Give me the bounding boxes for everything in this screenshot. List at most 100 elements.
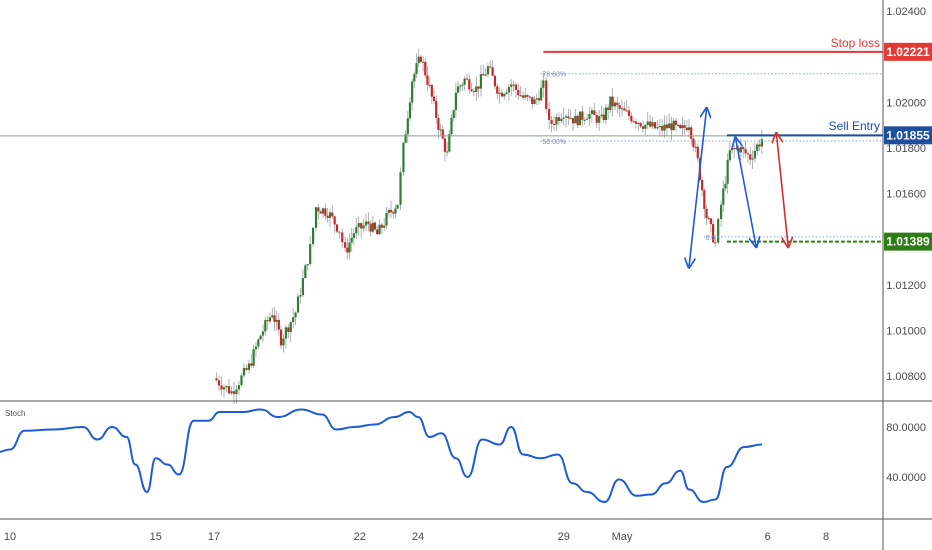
candle [505, 92, 508, 94]
candle [232, 391, 236, 395]
candle [437, 118, 440, 130]
candle [576, 115, 579, 126]
candle [227, 386, 231, 394]
candle [294, 312, 297, 318]
price-tag-label: 1.01855 [886, 128, 930, 142]
candle [609, 96, 612, 110]
candle [225, 386, 228, 388]
candle [472, 91, 476, 93]
stoch-axis[interactable]: 80.0000 40.0000 [886, 422, 926, 484]
candle [581, 111, 584, 120]
candle [333, 216, 336, 225]
candle [301, 278, 304, 296]
candle [446, 151, 449, 153]
candle [383, 225, 386, 228]
price-tag [884, 126, 932, 145]
price-tick-label: 1.01800 [886, 143, 926, 155]
candle [319, 211, 322, 214]
candle [670, 123, 673, 131]
candle [328, 212, 332, 218]
candle [687, 127, 691, 131]
candle [411, 81, 414, 103]
candle [439, 129, 442, 131]
candle [335, 224, 339, 232]
candle [369, 223, 372, 232]
candle [701, 179, 704, 191]
candle [557, 117, 560, 122]
candle [222, 387, 226, 390]
time-axis[interactable]: 10 15 17 22 24 29 May 6 8 [4, 531, 829, 543]
fib-level-label: 78.60% [542, 72, 566, 79]
stoch-tick-label: 40.0000 [886, 472, 926, 484]
candle [590, 110, 593, 114]
candle [277, 319, 280, 330]
candle [571, 118, 575, 124]
stop-loss-label: Stop loss [831, 36, 880, 50]
candle [484, 74, 487, 76]
candle [311, 227, 315, 245]
candle [569, 118, 572, 120]
candle [250, 363, 253, 366]
candle [217, 380, 221, 386]
candle [632, 121, 635, 123]
candle [500, 92, 504, 97]
time-tick-label: 17 [208, 531, 220, 543]
price-tag-label: 1.01389 [886, 235, 930, 249]
candle [550, 119, 553, 124]
candle [746, 153, 749, 155]
candle [380, 224, 383, 228]
candle [753, 150, 756, 159]
candle [317, 207, 320, 212]
candle [452, 110, 455, 118]
candle [692, 138, 695, 147]
candle [402, 142, 405, 173]
candle [289, 321, 292, 332]
candle [604, 107, 608, 121]
candle [448, 134, 451, 152]
time-tick-label: 6 [765, 531, 771, 543]
time-tick-label: 15 [150, 531, 162, 543]
time-tick-label: 29 [558, 531, 570, 543]
candle [220, 385, 223, 390]
candle [564, 116, 568, 118]
candle [344, 242, 347, 248]
price-axis[interactable]: 1.024001.022001.020001.018001.016001.014… [884, 6, 932, 383]
candle [503, 93, 506, 97]
candle [331, 212, 334, 217]
price-tag [884, 232, 932, 251]
candle [287, 327, 290, 332]
candle [237, 385, 241, 390]
candle [441, 129, 444, 139]
candle [696, 146, 699, 159]
candle [292, 317, 295, 322]
candle [703, 190, 706, 209]
candle [479, 74, 483, 89]
candle [268, 317, 272, 322]
candle [711, 224, 715, 243]
candle [567, 116, 570, 119]
candle [639, 122, 642, 127]
candle [387, 209, 390, 214]
candle [623, 108, 626, 111]
price-tick-label: 1.01000 [886, 325, 926, 337]
candle [641, 126, 645, 129]
candle [432, 96, 436, 102]
candle [314, 207, 318, 228]
candle [521, 95, 525, 98]
candle [542, 80, 545, 88]
candle [459, 85, 462, 87]
time-tick-label: May [612, 531, 633, 543]
candle [417, 56, 420, 64]
candle [389, 209, 393, 213]
candle [625, 110, 628, 112]
stoch-tick-label: 80.0000 [886, 422, 926, 434]
candle [665, 124, 668, 129]
candle [450, 117, 453, 135]
candle [475, 86, 478, 92]
candle [658, 126, 661, 128]
candle [394, 208, 397, 214]
candle [717, 219, 720, 243]
candle [422, 61, 425, 63]
candle [644, 124, 647, 129]
